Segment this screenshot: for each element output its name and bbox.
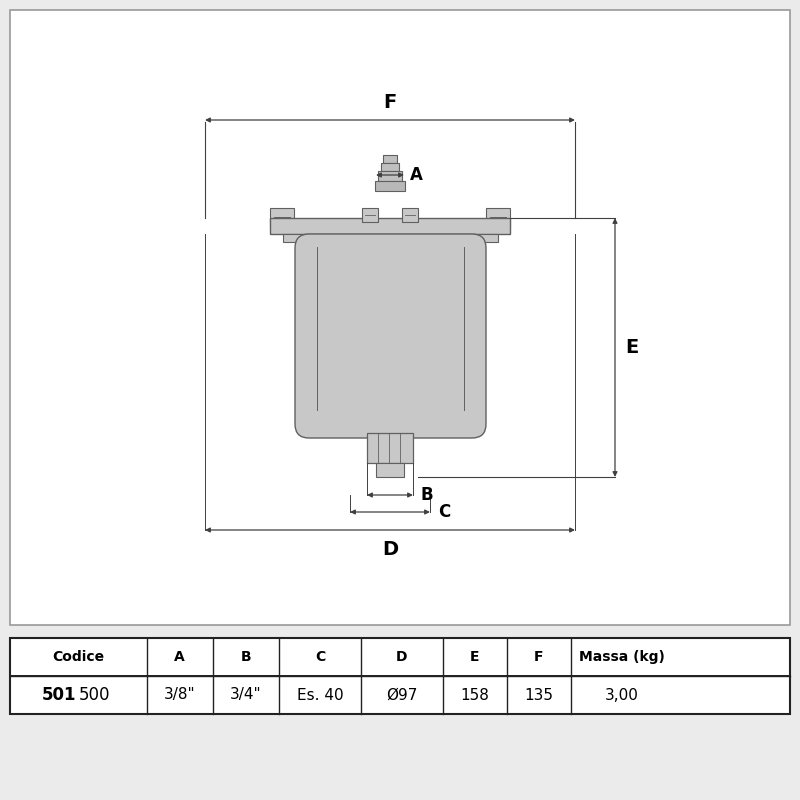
Bar: [270, 208, 294, 226]
Bar: [378, 171, 402, 181]
Bar: [376, 463, 404, 477]
Text: Codice: Codice: [52, 650, 104, 664]
Bar: [383, 155, 397, 163]
Text: 135: 135: [524, 687, 554, 702]
Bar: [10, 10, 790, 625]
Bar: [10, 638, 790, 714]
Text: Ø97: Ø97: [386, 687, 418, 702]
Text: A: A: [410, 166, 423, 184]
Text: A: A: [174, 650, 185, 664]
Bar: [10, 676, 790, 714]
Text: C: C: [438, 503, 450, 521]
FancyBboxPatch shape: [295, 234, 486, 438]
Bar: [10, 638, 790, 786]
Text: 3/4": 3/4": [230, 687, 262, 702]
Bar: [10, 638, 790, 676]
Bar: [283, 234, 498, 242]
Text: B: B: [421, 486, 434, 504]
Bar: [486, 208, 510, 226]
Text: 3/8": 3/8": [164, 687, 195, 702]
Text: D: D: [396, 650, 408, 664]
Text: 3,00: 3,00: [605, 687, 639, 702]
Text: D: D: [382, 540, 398, 559]
Text: Es. 40: Es. 40: [297, 687, 343, 702]
Bar: [402, 208, 418, 222]
Text: C: C: [315, 650, 325, 664]
Bar: [270, 218, 510, 234]
Text: E: E: [470, 650, 480, 664]
Text: B: B: [241, 650, 251, 664]
Bar: [362, 208, 378, 222]
Text: Massa (kg): Massa (kg): [579, 650, 665, 664]
Bar: [375, 181, 405, 191]
Text: F: F: [534, 650, 543, 664]
Text: 500: 500: [78, 686, 110, 704]
Bar: [367, 433, 413, 463]
Text: 501: 501: [42, 686, 76, 704]
Text: 158: 158: [461, 687, 490, 702]
Text: F: F: [383, 93, 397, 112]
Text: E: E: [625, 338, 638, 357]
Bar: [381, 163, 399, 171]
